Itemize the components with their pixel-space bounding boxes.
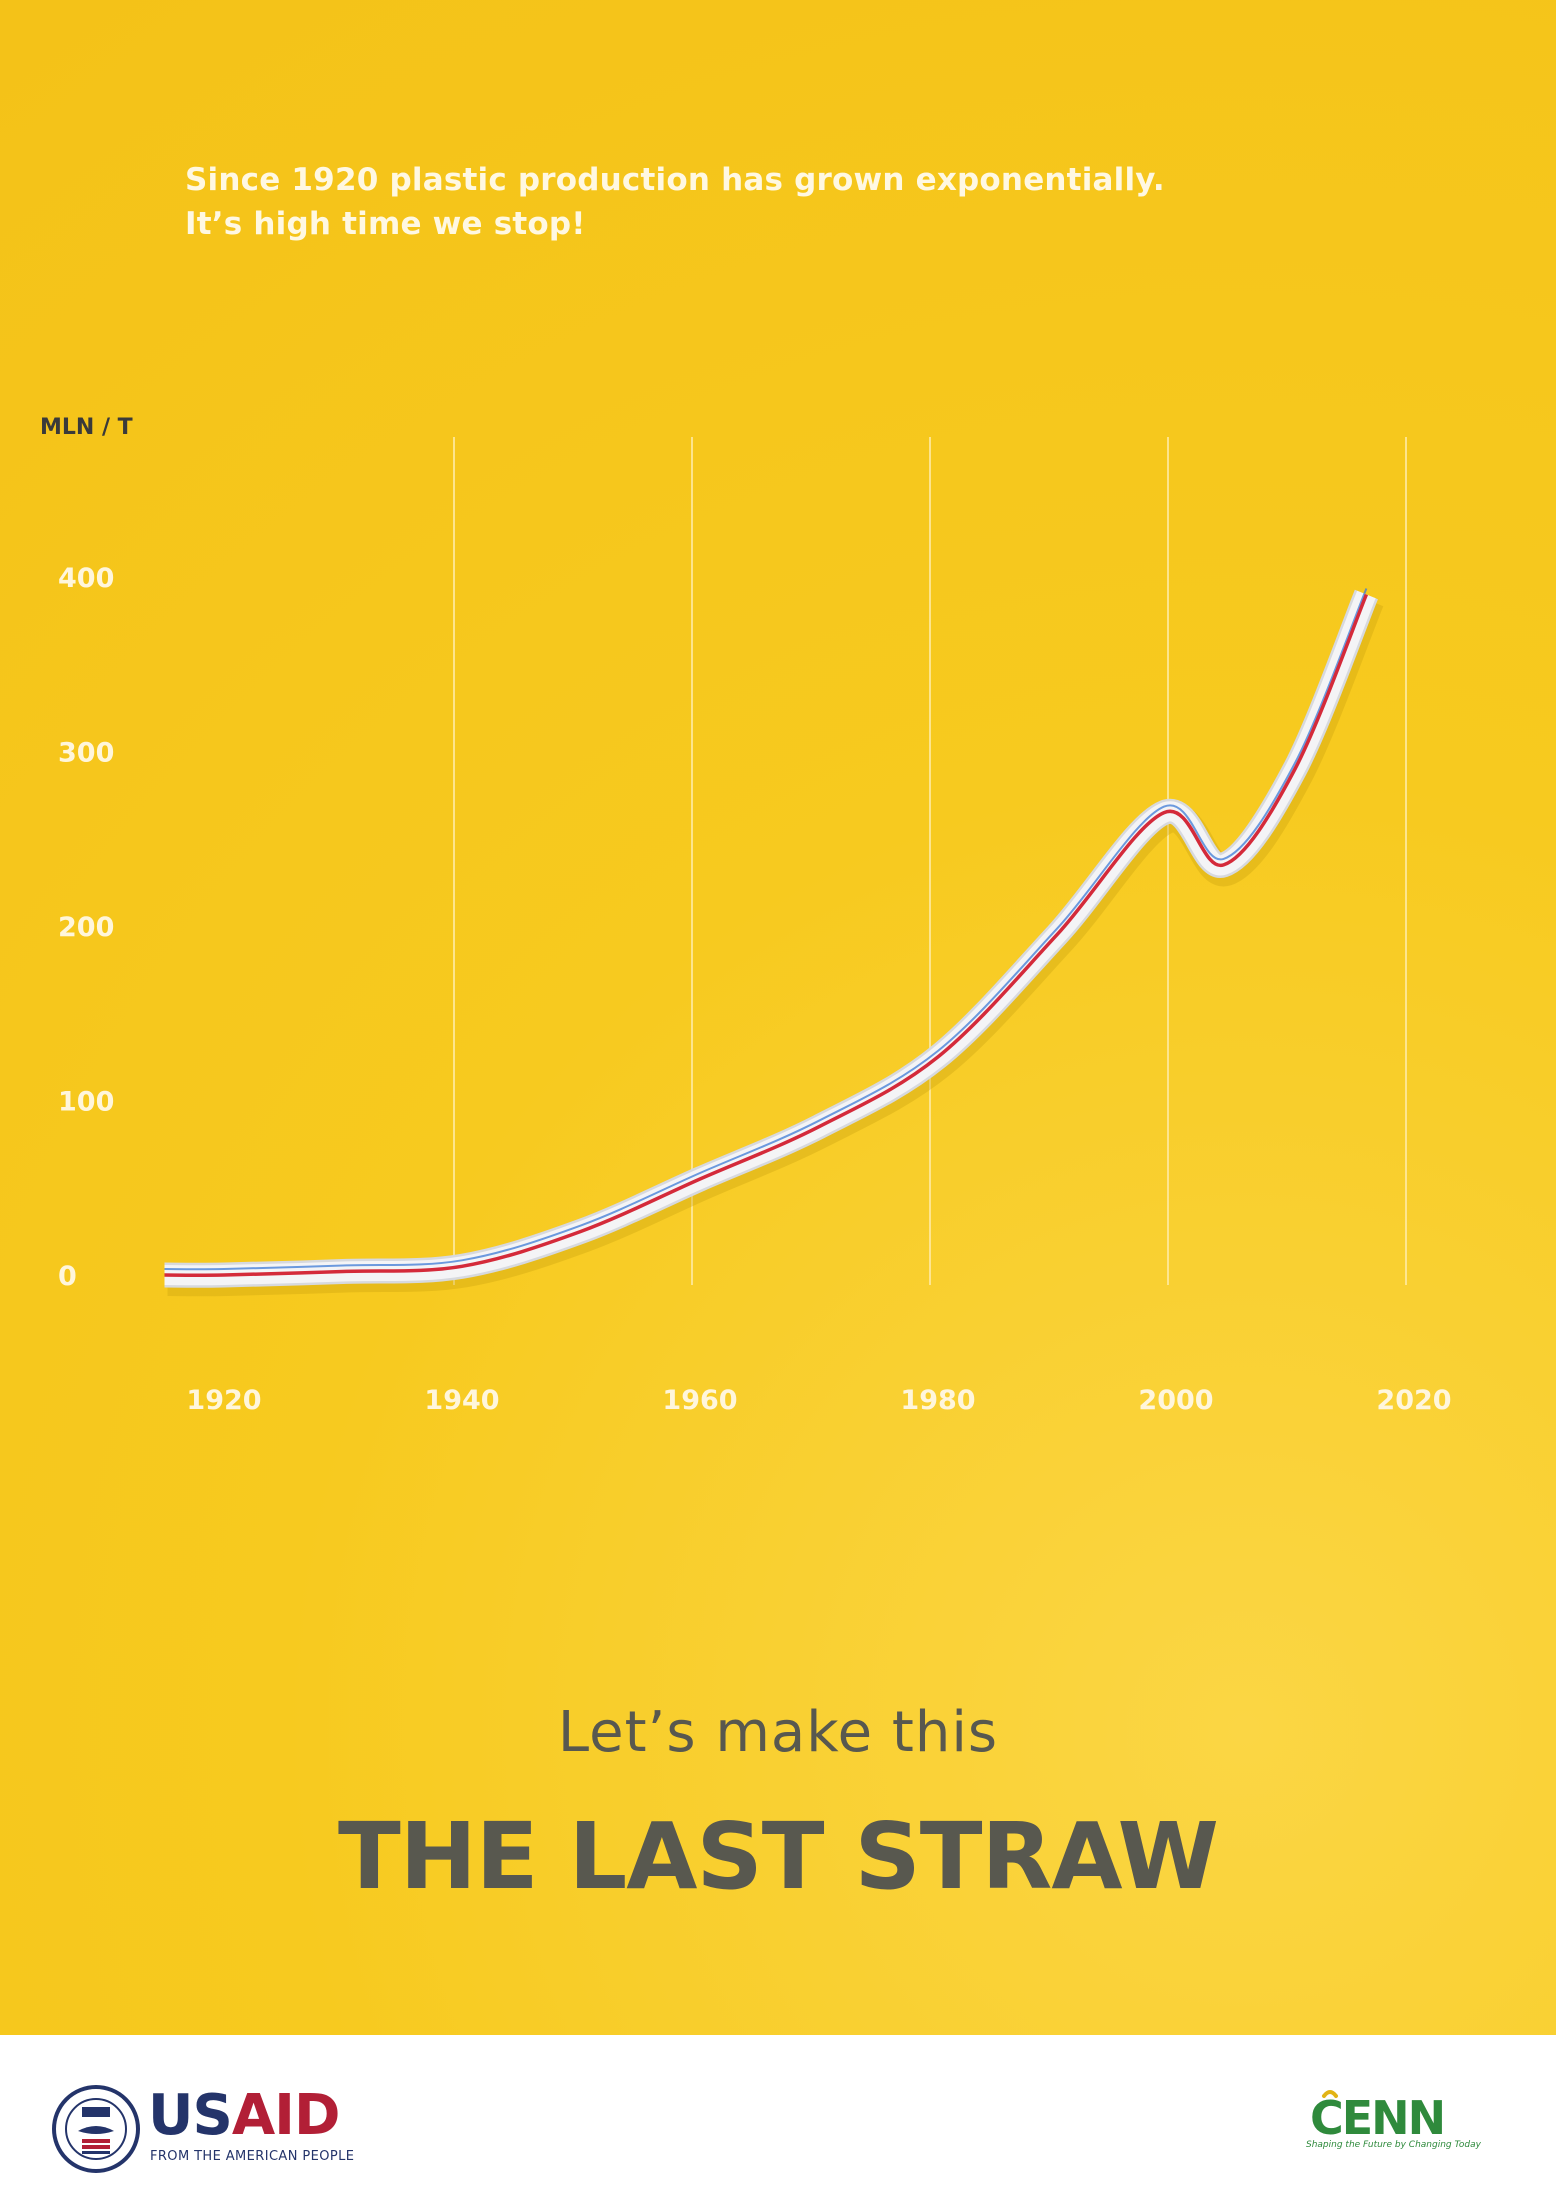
intro-line-2: It’s high time we stop! (185, 206, 586, 242)
straw-stripe-red (164, 593, 1369, 1278)
straw-line (164, 588, 1384, 1297)
footer: USAID FROM THE AMERICAN PEOPLE CENN Shap… (0, 2035, 1556, 2200)
straw-shadow (167, 594, 1384, 1297)
usaid-wordmark-aid: AID (231, 2083, 341, 2148)
x-tick-label-1980: 1980 (900, 1385, 975, 1416)
usaid-wordmark-us: US (148, 2083, 233, 2148)
plastic-production-chart: 0 100 200 300 400 1920 1940 1960 1980 2000 2020 M… (40, 415, 1452, 1416)
chart-gridlines (453, 437, 1407, 1285)
tagline-headline: THE LAST STRAW (338, 1803, 1219, 1910)
y-tick-label-0: 0 (58, 1261, 77, 1292)
svg-text:CENN: CENN (1310, 2091, 1444, 2140)
y-tick-label-200: 200 (58, 912, 114, 943)
tagline-lead: Let’s make this (557, 1700, 999, 1765)
cenn-wordmark-icon: CENN (1310, 2090, 1446, 2140)
y-tick-labels: 0 100 200 300 400 (58, 563, 114, 1292)
cenn-tagline: Shaping the Future by Changing Today (1306, 2140, 1481, 2150)
x-tick-label-2020: 2020 (1376, 1385, 1451, 1416)
y-tick-label-400: 400 (58, 563, 114, 594)
usaid-seal-icon (52, 2085, 140, 2173)
intro-text: Since 1920 plastic production has grown … (185, 158, 1335, 246)
x-tick-label-1960: 1960 (662, 1385, 737, 1416)
usaid-subtitle: FROM THE AMERICAN PEOPLE (150, 2149, 355, 2164)
cenn-logo: CENN Shaping the Future by Changing Toda… (1300, 2090, 1481, 2170)
y-axis-label: MLN / T (40, 415, 133, 440)
poster: Since 1920 plastic production has grown … (0, 0, 1556, 2035)
x-tick-label-1940: 1940 (424, 1385, 499, 1416)
y-tick-label-100: 100 (58, 1087, 114, 1118)
usaid-logo: USAID FROM THE AMERICAN PEOPLE (52, 2085, 372, 2175)
x-tick-label-1920: 1920 (186, 1385, 261, 1416)
y-tick-label-300: 300 (58, 738, 114, 769)
x-tick-label-2000: 2000 (1138, 1385, 1213, 1416)
x-tick-labels: 1920 1940 1960 1980 2000 2020 (186, 1385, 1451, 1416)
usaid-wordmark: USAID (148, 2083, 341, 2148)
straw-stripe-blue (164, 588, 1368, 1271)
intro-line-1: Since 1920 plastic production has grown … (185, 162, 1165, 198)
